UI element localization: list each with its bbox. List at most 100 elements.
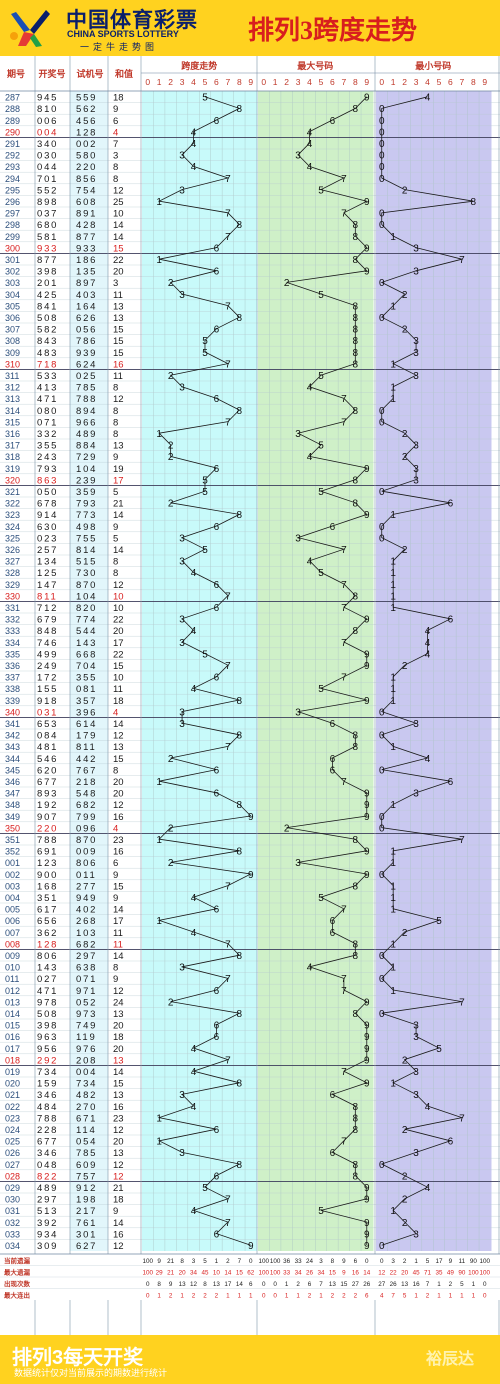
max-point: 9: [364, 1195, 370, 1206]
digit-header: 5: [203, 77, 208, 87]
stat-value: 35: [435, 1270, 443, 1277]
min-point: 4: [425, 638, 431, 649]
test-cell: 277: [76, 881, 97, 892]
draw-cell: 340: [37, 139, 58, 150]
span-point: 1: [156, 429, 162, 440]
sum-cell: 14: [113, 510, 124, 521]
sum-cell: 15: [113, 336, 124, 347]
sum-cell: 4: [113, 127, 118, 138]
test-cell: 671: [76, 1113, 97, 1124]
issue-cell: 336: [5, 661, 20, 671]
max-point: 5: [318, 568, 324, 579]
test-cell: 949: [76, 893, 97, 904]
draw-cell: 006: [37, 116, 58, 127]
stat-value: 1: [472, 1281, 476, 1288]
max-point: 7: [341, 1067, 347, 1078]
issue-cell: 330: [5, 591, 20, 601]
max-point: 9: [364, 870, 370, 881]
min-point: 5: [436, 1044, 442, 1055]
stat-value: 2: [403, 1258, 407, 1265]
test-cell: 114: [76, 1125, 97, 1136]
span-point: 6: [214, 905, 220, 916]
stat-value: 11: [459, 1258, 466, 1265]
span-point: 7: [225, 661, 231, 672]
test-cell: 297: [76, 951, 97, 962]
test-cell: 786: [76, 336, 97, 347]
issue-cell: 027: [5, 1160, 20, 1170]
span-point: 3: [179, 707, 185, 718]
draw-cell: 128: [37, 939, 58, 950]
issue-cell: 022: [5, 1102, 20, 1112]
stat-value: 0: [146, 1293, 150, 1300]
issue-cell: 028: [5, 1171, 20, 1181]
issue-cell: 033: [5, 1229, 20, 1239]
min-point: 6: [448, 499, 454, 510]
stat-value: 27: [378, 1281, 386, 1288]
max-point: 7: [341, 174, 347, 185]
digit-header: 3: [296, 77, 301, 87]
logo-title: 中国体育彩票: [66, 9, 198, 32]
stat-value: 9: [342, 1258, 346, 1265]
min-point: 2: [402, 1218, 408, 1229]
test-cell: 004: [76, 1067, 97, 1078]
sum-cell: 13: [113, 1009, 124, 1020]
sum-cell: 12: [113, 185, 124, 196]
max-point: 8: [353, 591, 359, 602]
digit-header: 9: [364, 77, 369, 87]
column-header: 期号: [7, 68, 25, 79]
min-point: 2: [402, 290, 408, 301]
draw-cell: 863: [37, 475, 58, 486]
sum-cell: 18: [113, 696, 124, 707]
draw-cell: 877: [37, 255, 58, 266]
sum-cell: 14: [113, 905, 124, 916]
draw-cell: 048: [37, 1160, 58, 1171]
stat-value: 0: [262, 1281, 266, 1288]
sum-cell: 16: [113, 1102, 124, 1113]
draw-cell: 398: [37, 1021, 58, 1032]
sum-cell: 18: [113, 1195, 124, 1206]
draw-cell: 933: [37, 243, 58, 254]
min-point: 2: [402, 1195, 408, 1206]
test-cell: 489: [76, 429, 97, 440]
draw-cell: 546: [37, 754, 58, 765]
max-point: 3: [295, 533, 301, 544]
sum-cell: 16: [113, 1229, 124, 1240]
max-point: 8: [353, 359, 359, 370]
span-point: 6: [214, 1032, 220, 1043]
issue-cell: 299: [5, 232, 20, 242]
stat-value: 0: [273, 1281, 277, 1288]
stat-value: 8: [157, 1281, 161, 1288]
stat-value: 20: [179, 1270, 187, 1277]
digit-header: 3: [414, 77, 419, 87]
issue-cell: 315: [5, 417, 20, 427]
issue-cell: 019: [5, 1067, 20, 1077]
column-header: 试机号: [76, 68, 103, 79]
draw-cell: 653: [37, 719, 58, 730]
max-point: 7: [341, 638, 347, 649]
test-cell: 179: [76, 731, 97, 742]
max-point: 9: [364, 812, 370, 823]
max-point: 9: [364, 1241, 370, 1252]
draw-cell: 848: [37, 626, 58, 637]
span-point: 4: [191, 127, 197, 138]
draw-cell: 788: [37, 835, 58, 846]
sum-cell: 14: [113, 1218, 124, 1229]
stat-value: 36: [283, 1258, 291, 1265]
span-point: 3: [179, 290, 185, 301]
issue-cell: 304: [5, 290, 20, 300]
digit-header: 0: [145, 77, 150, 87]
span-trend-line: [157, 96, 253, 1246]
issue-cell: 320: [5, 475, 20, 485]
min-point: 3: [413, 1032, 419, 1043]
draw-cell: 945: [37, 93, 58, 104]
stat-value: 14: [363, 1270, 371, 1277]
issue-cell: 002: [5, 870, 20, 880]
draw-cell: 155: [37, 684, 58, 695]
min-point: 1: [390, 580, 396, 591]
stat-value: 5: [426, 1258, 430, 1265]
test-cell: 198: [76, 1195, 97, 1206]
stat-value: 13: [179, 1281, 187, 1288]
min-point: 3: [413, 1067, 419, 1078]
max-point: 9: [364, 1079, 370, 1090]
test-cell: 135: [76, 267, 97, 278]
